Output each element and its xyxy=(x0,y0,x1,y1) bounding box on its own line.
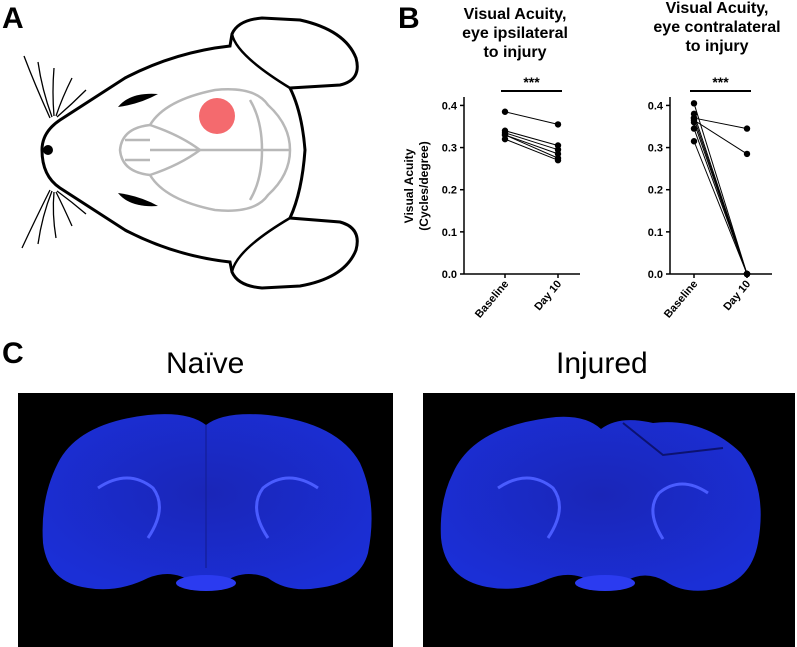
series-line xyxy=(504,134,559,155)
series-line xyxy=(504,132,559,151)
chart2-title: Visual Acuity, eye contralateral to inju… xyxy=(637,0,797,56)
x-tick-label: Baseline xyxy=(662,278,700,320)
y-tick-label: 0.0 xyxy=(648,269,663,281)
panel-label-b: B xyxy=(398,2,420,35)
injury-spot xyxy=(199,98,235,134)
series-line xyxy=(693,128,748,275)
x-tick-label: Day 10 xyxy=(721,278,753,313)
chart2-title-line1: Visual Acuity, xyxy=(665,0,769,17)
data-point xyxy=(743,150,751,158)
left-eye xyxy=(118,93,158,107)
series-line xyxy=(693,119,748,155)
data-point xyxy=(690,100,698,107)
series-line xyxy=(504,111,559,125)
naive-brain-section xyxy=(42,414,372,591)
brain-outline xyxy=(118,88,292,212)
chart1-title-line1: Visual Acuity, xyxy=(463,6,567,23)
y-tick-label: 0.2 xyxy=(648,185,663,197)
injured-brain-image xyxy=(423,393,795,647)
y-tick-label: 0.0 xyxy=(442,269,457,281)
right-ear-inner xyxy=(230,216,291,273)
injured-title: Injured xyxy=(556,347,648,380)
chart2-title-line2: eye contralateral xyxy=(653,19,781,36)
series-line xyxy=(504,130,559,146)
y-tick-label: 0.1 xyxy=(648,227,663,239)
series-line xyxy=(693,103,748,275)
whiskers xyxy=(21,55,87,249)
data-point xyxy=(743,270,751,278)
panel-label-a: A xyxy=(2,2,24,35)
data-point xyxy=(743,125,751,132)
y-tick-label: 0.3 xyxy=(648,143,663,155)
data-point xyxy=(501,108,509,115)
series-line xyxy=(693,117,748,130)
data-point xyxy=(690,138,698,145)
data-point xyxy=(554,157,562,164)
y-axis-label-line1: Visual Acuity xyxy=(402,148,416,223)
significance-label: *** xyxy=(712,74,729,90)
y-tick-label: 0.2 xyxy=(442,185,457,197)
y-axis-label-line2: (Cycles/degree) xyxy=(417,141,431,230)
naive-brain-image xyxy=(18,393,393,647)
chart1-title-line3: to injury xyxy=(483,44,547,61)
data-point xyxy=(554,121,562,128)
right-eye xyxy=(118,193,158,207)
naive-title: Naïve xyxy=(166,347,245,380)
chart2-title-line3: to injury xyxy=(685,38,749,55)
chart1-title-line2: eye ipsilateral xyxy=(462,25,568,42)
panel-label-c: C xyxy=(2,337,24,370)
data-point xyxy=(501,135,509,143)
y-tick-label: 0.3 xyxy=(442,143,457,155)
chart1-title: Visual Acuity, eye ipsilateral to injury xyxy=(440,5,590,62)
left-ear-inner xyxy=(230,33,291,90)
y-tick-label: 0.4 xyxy=(442,100,458,112)
data-point xyxy=(690,119,698,126)
head-outline xyxy=(40,16,359,290)
y-tick-label: 0.1 xyxy=(442,227,457,239)
significance-label: *** xyxy=(523,74,540,90)
y-tick-label: 0.4 xyxy=(648,100,664,112)
series-line xyxy=(693,141,748,275)
series-line xyxy=(504,134,559,159)
series-line xyxy=(504,138,559,161)
injured-brain-section xyxy=(440,416,761,591)
nose xyxy=(43,145,53,155)
data-point xyxy=(690,125,698,132)
